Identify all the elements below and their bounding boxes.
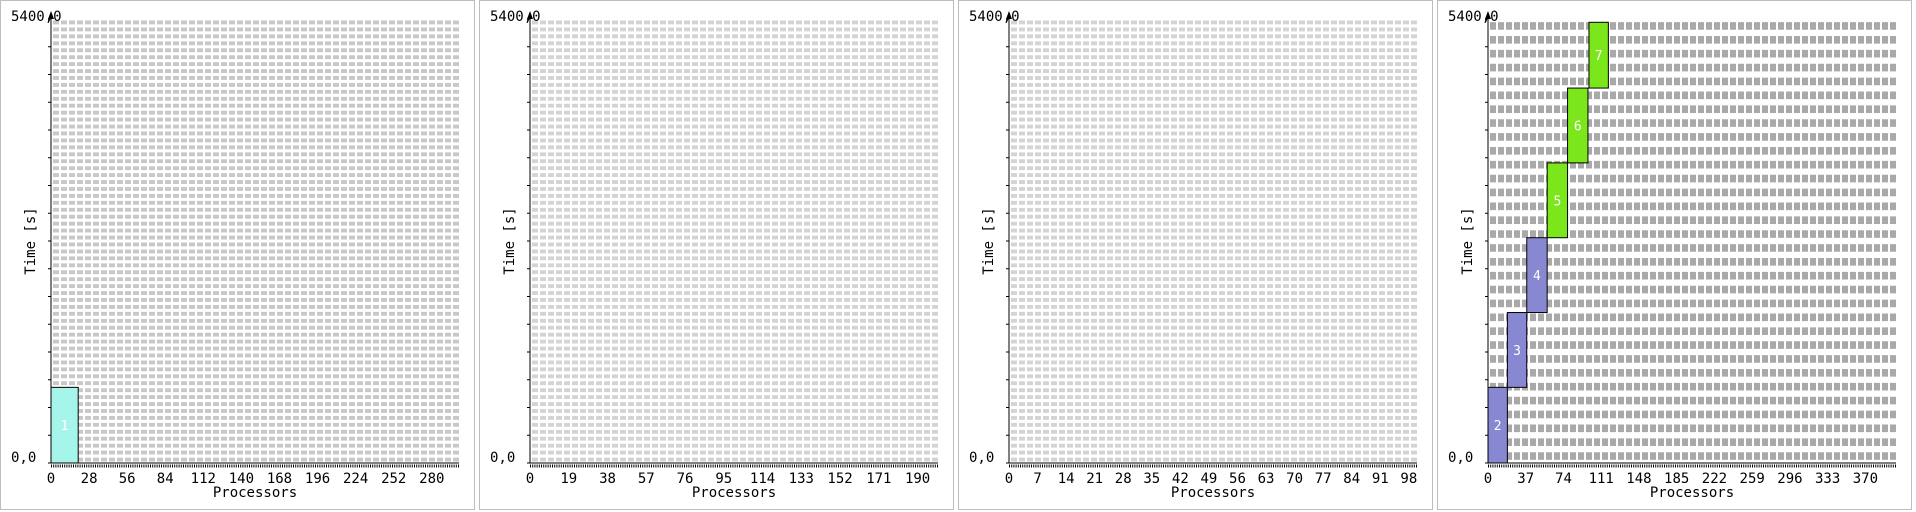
chart-4-x-axis-title: Processors [1650,485,1734,501]
chart-4-x-tick-label: 74 [1555,471,1572,487]
chart-2-x-tick-label: 57 [638,471,655,487]
chart-1-svg: 5400,0 0,0 Time [s] 0 28 56 84 112 140 168 196 224 2… [11,9,459,501]
chart-2-x-tick-label: 152 [827,471,852,487]
chart-4-job-7-label: 7 [1595,49,1603,64]
chart-2-x-tick-label: 171 [866,471,891,487]
chart-3-y-axis-arrow [1006,11,1012,19]
chart-4-x-tick-label: 37 [1517,471,1534,487]
chart-4-x-tick-label: 296 [1777,471,1802,487]
chart-4-job-6-bar[interactable] [1567,87,1589,164]
chart-2-x-tick-label: 190 [905,471,930,487]
chart-3-x-tick-label: 63 [1258,471,1275,487]
chart-1-x-tick-label: 112 [191,471,216,487]
chart-4-x-tick-label: 333 [1815,471,1840,487]
chart-3-x-tick-label: 70 [1286,471,1303,487]
chart-4-job-2-bar[interactable] [1487,386,1508,464]
chart-3-x-tick-label: 7 [1033,471,1041,487]
chart-3-x-tick-label: 35 [1143,471,1160,487]
chart-2-x-axis-title: Processors [692,485,776,501]
chart-4-job-4-bar[interactable] [1526,237,1548,314]
chart-2-grid [532,20,938,462]
chart-1-y-min-label: 0,0 [11,450,36,466]
chart-4-x-tick-label: 0 [1484,471,1492,487]
chart-1-job-1-bar[interactable] [50,386,79,464]
chart-1-x-tick-label: 224 [343,471,368,487]
chart-1-x-tick-label: 252 [381,471,406,487]
chart-1-job-1-label: 1 [61,419,69,434]
chart-4-y-axis-arrow [1485,11,1491,19]
chart-3-x-tick-label: 49 [1200,471,1217,487]
chart-4-grid [1490,22,1896,460]
chart-4-x-tick-label: 259 [1740,471,1765,487]
chart-1-x-axis-title: Processors [213,485,297,501]
chart-2-x-tick-label: 0 [526,471,534,487]
chart-3-x-axis-title: Processors [1171,485,1255,501]
chart-1-x-tick-label: 84 [157,471,174,487]
chart-4-y-min-label: 0,0 [1448,450,1473,466]
chart-4-job-3-label: 3 [1513,344,1521,359]
chart-4-x-tick-label: 222 [1702,471,1727,487]
chart-2-y-axis-arrow [527,11,533,19]
chart-1-y-axis-arrow [48,11,54,19]
chart-panel-3: 5400,0 0,0 Time [s] 0 7 14 21 28 35 42 49 56 63 70 77 8… [958,0,1433,510]
chart-1-x-tick-label: 56 [119,471,136,487]
chart-2-svg: 5400,0 0,0 Time [s] 0 19 38 57 76 95 114 133 152 171… [490,9,938,501]
chart-3-x-tick-label: 56 [1229,471,1246,487]
chart-3-y-max-label: 5400,0 [969,9,1020,25]
chart-2-x-tick-label: 38 [599,471,616,487]
chart-2-x-tick-label: 19 [560,471,577,487]
chart-4-job-7-bar[interactable] [1588,21,1609,89]
chart-4-x-tick-label: 148 [1626,471,1651,487]
chart-4-x-tick-label: 111 [1589,471,1614,487]
chart-4-y-axis-title: Time [s] [1460,207,1476,274]
chart-4-job-2-label: 2 [1494,419,1502,434]
chart-panel-4: 5400,0 0,0 Time [s] 0 37 74 111 148 185 222 259 296… [1437,0,1912,510]
chart-4-job-4-label: 4 [1533,269,1541,284]
chart-2-y-min-label: 0,0 [490,450,515,466]
chart-1-y-max-label: 5400,0 [11,9,62,25]
chart-4-x-tick-label: 185 [1664,471,1689,487]
chart-4-job-5-label: 5 [1553,194,1561,209]
chart-3-x-tick-label: 14 [1058,471,1075,487]
chart-2-x-tick-label: 76 [677,471,694,487]
chart-3-x-tick-label: 28 [1115,471,1132,487]
chart-2-x-tick-label: 95 [715,471,732,487]
chart-3-x-tick-label: 0 [1005,471,1013,487]
chart-3-y-min-label: 0,0 [969,450,994,466]
chart-1-x-tick-label: 28 [81,471,98,487]
chart-2-x-tick-label: 133 [789,471,814,487]
chart-3-x-tick-label: 21 [1086,471,1103,487]
chart-3-x-tick-label: 77 [1315,471,1332,487]
chart-3-x-tick-label: 84 [1343,471,1360,487]
chart-3-x-tick-label: 42 [1172,471,1189,487]
chart-4-x-tick-label: 370 [1853,471,1878,487]
chart-3-y-axis-title: Time [s] [981,207,997,274]
chart-1-x-tick-label: 280 [419,471,444,487]
chart-1-x-tick-label: 196 [305,471,330,487]
chart-1-y-axis-title: Time [s] [23,207,39,274]
chart-4-y-max-label: 5400,0 [1448,9,1499,25]
chart-3-grid [1011,20,1417,462]
chart-4-job-6-label: 6 [1574,119,1582,134]
chart-1-x-tick-label: 140 [229,471,254,487]
chart-1-x-tick-label: 168 [267,471,292,487]
chart-panel-2: 5400,0 0,0 Time [s] 0 19 38 57 76 95 114 133 152 171… [479,0,954,510]
chart-1-grid [53,20,459,462]
chart-panel-1: 5400,0 0,0 Time [s] 0 28 56 84 112 140 168 196 224 2… [0,0,475,510]
chart-4-job-3-bar[interactable] [1506,312,1528,388]
chart-1-x-tick-label: 0 [47,471,55,487]
chart-4-job-5-bar[interactable] [1546,162,1569,239]
chart-3-svg: 5400,0 0,0 Time [s] 0 7 14 21 28 35 42 49 56 63 70 77 8… [969,9,1417,501]
chart-2-x-tick-label: 114 [750,471,775,487]
chart-3-x-tick-label: 98 [1400,471,1417,487]
chart-2-y-max-label: 5400,0 [490,9,541,25]
chart-2-y-axis-title: Time [s] [502,207,518,274]
chart-3-x-tick-label: 91 [1372,471,1389,487]
